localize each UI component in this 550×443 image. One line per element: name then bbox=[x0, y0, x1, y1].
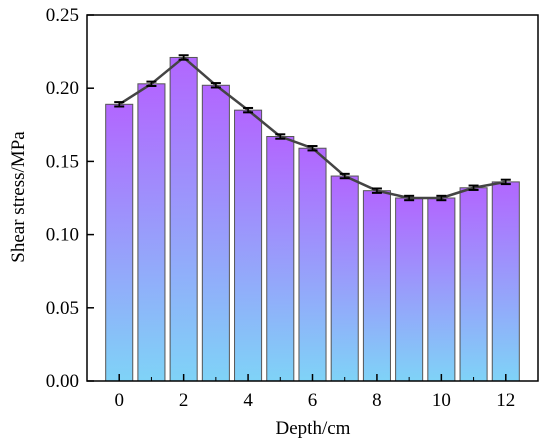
error-bar bbox=[114, 101, 125, 108]
error-bar bbox=[243, 106, 254, 114]
bar bbox=[427, 197, 456, 382]
y-axis-title: Shear stress/MPa bbox=[8, 131, 29, 263]
x-tick-label: 8 bbox=[372, 390, 382, 411]
error-bar bbox=[371, 187, 382, 194]
y-tick-label: 0.10 bbox=[46, 225, 79, 246]
bar bbox=[234, 109, 263, 382]
error-bar bbox=[275, 133, 286, 140]
error-bar bbox=[436, 194, 447, 202]
error-bar bbox=[307, 145, 318, 152]
x-tick-label: 12 bbox=[496, 390, 515, 411]
bar bbox=[201, 84, 230, 382]
error-bar bbox=[339, 172, 350, 180]
error-bar bbox=[404, 194, 415, 202]
x-axis-title: Depth/cm bbox=[276, 418, 351, 439]
axes-layer: 0.00 0.05 0.10 0.15 0.20 0.25 0 2 4 6 8 10 12 bbox=[46, 5, 539, 411]
bar bbox=[395, 197, 424, 382]
bars-layer bbox=[105, 56, 520, 382]
bar bbox=[459, 187, 488, 382]
y-tick-label: 0.15 bbox=[46, 151, 79, 172]
line-layer bbox=[114, 54, 511, 202]
bar bbox=[362, 190, 391, 382]
bar bbox=[330, 175, 359, 382]
x-tick-label: 0 bbox=[114, 390, 124, 411]
error-bar bbox=[178, 54, 189, 61]
x-tick-label: 10 bbox=[432, 390, 451, 411]
error-bar bbox=[146, 80, 157, 88]
bar bbox=[298, 147, 327, 382]
bar bbox=[169, 56, 198, 382]
bar bbox=[105, 103, 134, 382]
x-tick-label: 6 bbox=[308, 390, 318, 411]
bar bbox=[491, 181, 520, 382]
error-bar bbox=[210, 82, 221, 89]
error-bar bbox=[500, 178, 511, 186]
x-tick-label: 2 bbox=[179, 390, 189, 411]
bar bbox=[266, 136, 295, 382]
error-bar bbox=[468, 184, 479, 191]
y-tick-label: 0.20 bbox=[46, 78, 79, 99]
bar bbox=[137, 83, 166, 382]
x-tick-label: 4 bbox=[243, 390, 253, 411]
y-tick-label: 0.05 bbox=[46, 298, 79, 319]
y-tick-label: 0.25 bbox=[46, 5, 79, 26]
y-tick-label: 0.00 bbox=[46, 371, 79, 392]
